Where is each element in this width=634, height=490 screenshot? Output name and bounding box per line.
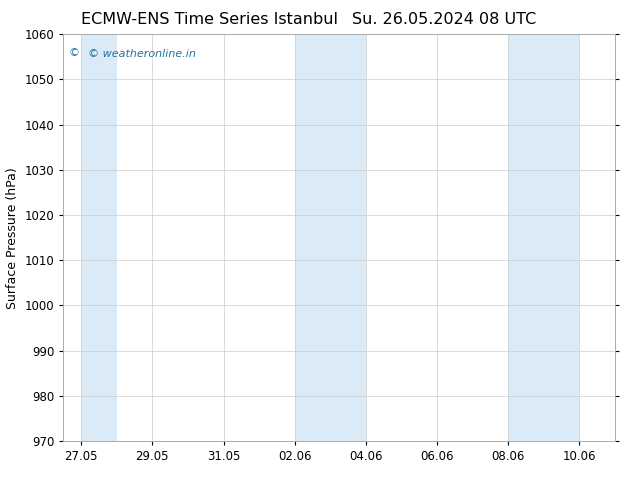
Text: Su. 26.05.2024 08 UTC: Su. 26.05.2024 08 UTC [352,12,536,27]
Bar [295,34,330,441]
Text: © weatheronline.in: © weatheronline.in [88,49,196,58]
Bar [508,34,544,441]
Text: ECMW-ENS Time Series Istanbul: ECMW-ENS Time Series Istanbul [81,12,338,27]
Bar [544,34,579,441]
Bar [81,34,117,441]
Bar [330,34,366,441]
Y-axis label: Surface Pressure (hPa): Surface Pressure (hPa) [6,167,19,309]
Text: ©: © [69,49,80,58]
